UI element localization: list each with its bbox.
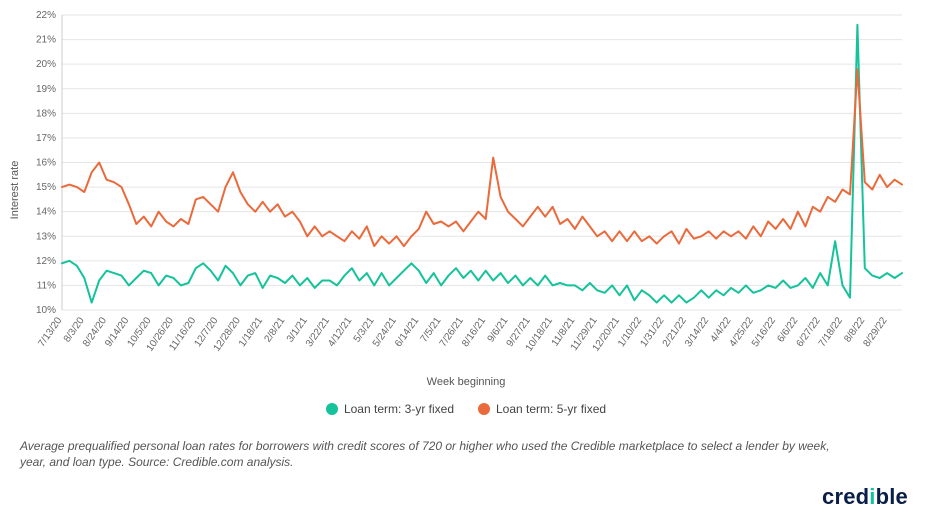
legend-dot-icon — [478, 403, 490, 415]
svg-text:10%: 10% — [36, 305, 56, 316]
svg-text:12%: 12% — [36, 256, 56, 267]
svg-text:4/12/21: 4/12/21 — [326, 315, 354, 349]
legend-item: Loan term: 3-yr fixed — [326, 402, 454, 416]
svg-text:7/18/22: 7/18/22 — [817, 315, 845, 349]
svg-text:6/14/21: 6/14/21 — [393, 315, 421, 349]
svg-text:3/14/22: 3/14/22 — [683, 315, 711, 349]
svg-text:5/16/22: 5/16/22 — [750, 315, 778, 349]
legend-item: Loan term: 5-yr fixed — [478, 402, 606, 416]
legend-dot-icon — [326, 403, 338, 415]
svg-text:19%: 19% — [36, 84, 56, 95]
svg-text:8/16/21: 8/16/21 — [460, 315, 488, 349]
brand-logo: credible — [822, 484, 908, 510]
svg-text:8/29/22: 8/29/22 — [861, 315, 889, 349]
svg-text:13%: 13% — [36, 231, 56, 242]
svg-text:18%: 18% — [36, 108, 56, 119]
svg-text:22%: 22% — [36, 10, 56, 21]
y-axis-label: Interest rate — [9, 161, 21, 220]
svg-text:11%: 11% — [37, 280, 56, 291]
svg-text:2/8/21: 2/8/21 — [263, 315, 288, 344]
legend: Loan term: 3-yr fixed Loan term: 5-yr fi… — [20, 402, 912, 416]
svg-text:14%: 14% — [36, 207, 56, 218]
x-axis-label: Week beginning — [20, 376, 912, 388]
svg-text:7/13/20: 7/13/20 — [36, 315, 64, 349]
legend-label: Loan term: 5-yr fixed — [496, 402, 606, 416]
svg-text:16%: 16% — [36, 158, 56, 169]
svg-text:20%: 20% — [36, 59, 56, 70]
line-chart: 10% 11% 12% 13% 14% 15% 16% 17% 18% 19% 20% 21% 22% 7… — [20, 10, 912, 370]
svg-text:1/18/21: 1/18/21 — [237, 315, 265, 349]
svg-text:15%: 15% — [36, 182, 56, 193]
legend-label: Loan term: 3-yr fixed — [344, 402, 454, 416]
caption: Average prequalified personal loan rates… — [20, 438, 912, 470]
page: Interest rate 10% 11% 12% 13% 14% 15% 16% 17% 18… — [0, 0, 932, 524]
svg-text:17%: 17% — [36, 133, 56, 144]
chart-container: Interest rate 10%11%12%13%14%15%16%17%18… — [20, 10, 912, 370]
svg-text:21%: 21% — [36, 35, 56, 46]
